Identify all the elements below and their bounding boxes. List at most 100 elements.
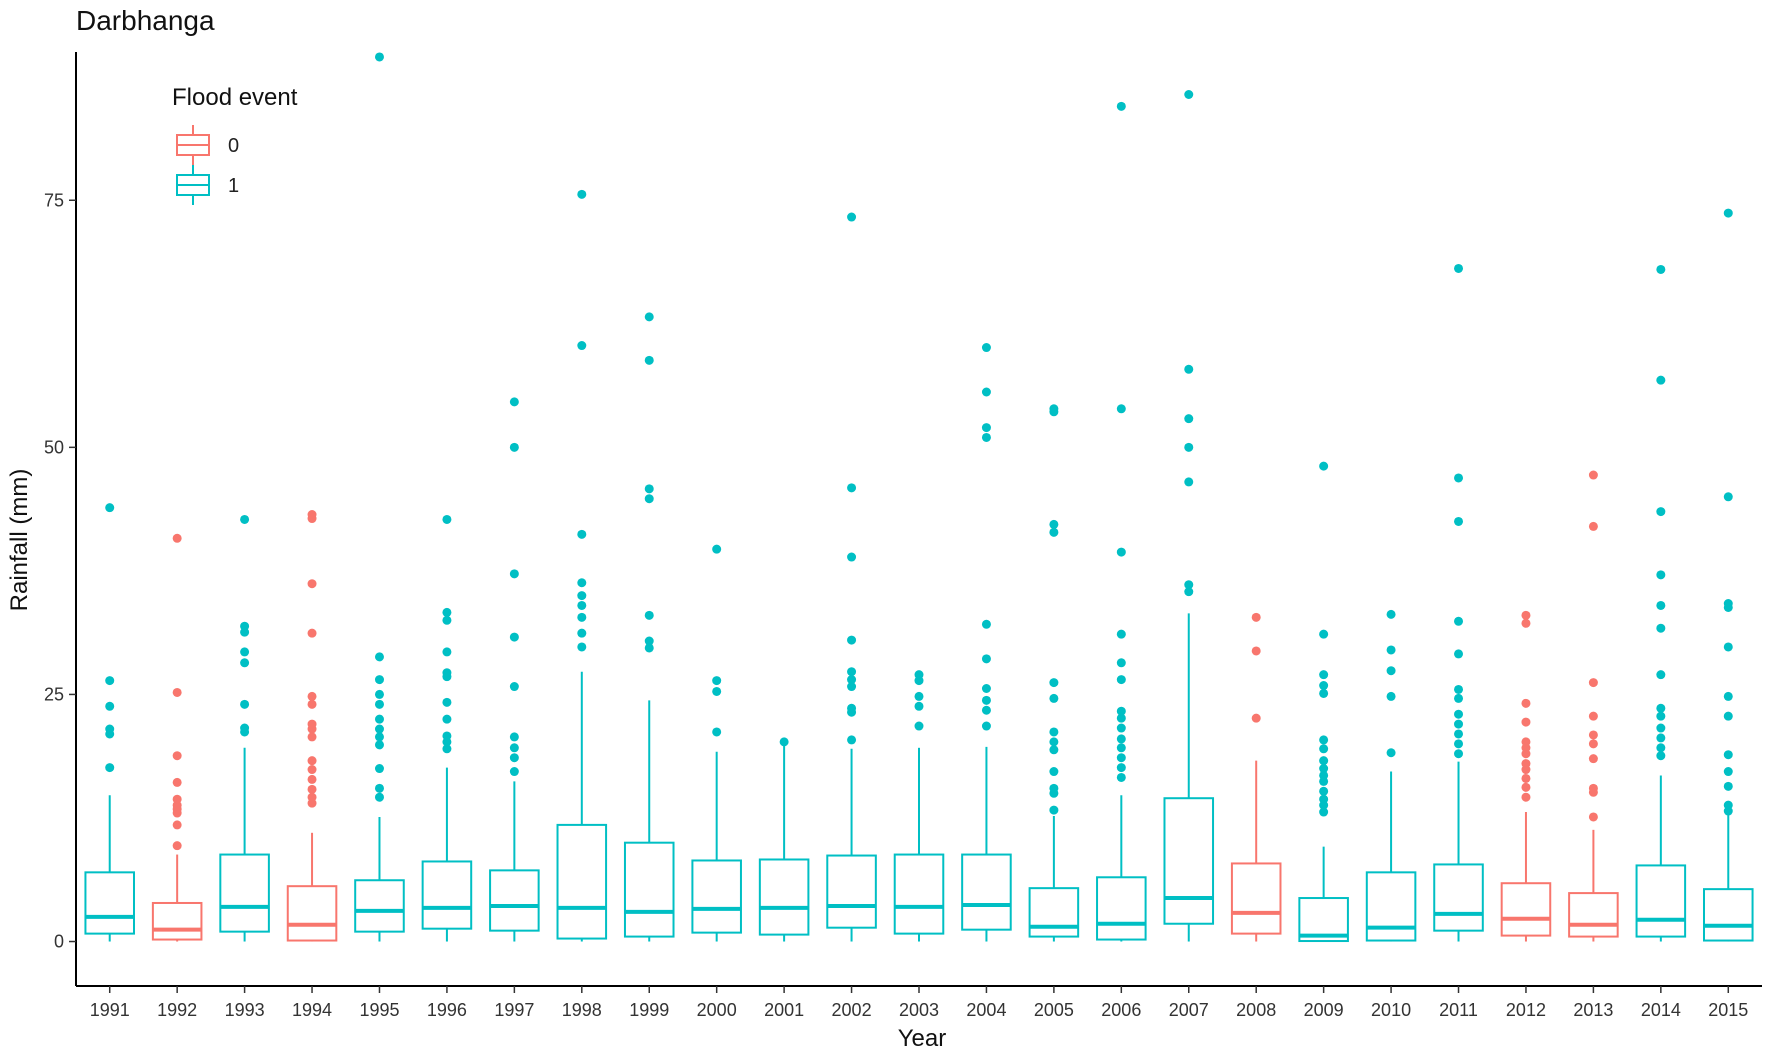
outlier-point — [442, 731, 452, 741]
outlier-point — [1116, 101, 1126, 111]
outlier-point — [1319, 688, 1329, 698]
box-2009 — [1298, 461, 1349, 943]
outlier-point — [712, 727, 722, 737]
box-2006 — [1096, 101, 1147, 942]
outlier-point — [981, 343, 991, 353]
x-tick-label: 1992 — [157, 1000, 197, 1020]
outlier-point — [105, 701, 115, 711]
x-tick-label: 2005 — [1034, 1000, 1074, 1020]
outlier-point — [1184, 414, 1194, 424]
outlier-point — [1049, 519, 1059, 529]
box-iqr — [286, 885, 338, 942]
outlier-point — [1116, 547, 1126, 557]
x-tick-label: 2013 — [1573, 1000, 1613, 1020]
outlier-point — [240, 514, 250, 524]
outlier-point — [1116, 713, 1126, 723]
outlier-point — [1723, 711, 1733, 721]
outlier-point — [1454, 649, 1464, 659]
outlier-point — [1049, 737, 1059, 747]
outlier-point — [1723, 642, 1733, 652]
outlier-point — [172, 533, 182, 543]
outlier-point — [307, 691, 317, 701]
box-2004 — [961, 343, 1012, 942]
box-iqr — [1635, 864, 1687, 938]
outlier-point — [914, 701, 924, 711]
outlier-point — [1656, 570, 1666, 580]
box-iqr — [354, 879, 405, 933]
outlier-point — [1588, 812, 1598, 822]
outlier-point — [1049, 767, 1059, 777]
outlier-point — [307, 765, 317, 775]
outlier-point — [1184, 587, 1194, 597]
y-tick-label: 75 — [44, 190, 64, 210]
outlier-point — [1386, 691, 1396, 701]
outlier-point — [509, 732, 519, 742]
x-tick-label: 2012 — [1506, 1000, 1546, 1020]
outlier-point — [779, 737, 789, 747]
outlier-point — [1588, 739, 1598, 749]
outlier-point — [374, 792, 384, 802]
box-iqr — [893, 853, 945, 935]
plot-area: 0 25 50 75 1991 1992 1993 1994 1995 1996 1997 1998… — [44, 52, 1762, 1020]
box-1999 — [623, 312, 675, 942]
outlier-point — [1656, 723, 1666, 733]
outlier-point — [1184, 442, 1194, 452]
outlier-point — [981, 705, 991, 715]
box-iqr — [1568, 892, 1619, 938]
outlier-point — [1116, 404, 1126, 414]
outlier-point — [1588, 754, 1598, 764]
outlier-point — [1588, 783, 1598, 793]
outlier-point — [981, 721, 991, 731]
outlier-point — [1656, 507, 1666, 517]
box-1992 — [151, 533, 203, 942]
outlier-point — [307, 699, 317, 709]
outlier-point — [1656, 743, 1666, 753]
outlier-point — [307, 719, 317, 729]
outlier-point — [914, 721, 924, 731]
outlier-point — [1723, 208, 1733, 218]
outlier-point — [1656, 733, 1666, 743]
box-2010 — [1365, 609, 1417, 942]
outlier-point — [1521, 618, 1531, 628]
boxes-layer — [84, 52, 1754, 943]
x-tick-label: 2008 — [1236, 1000, 1276, 1020]
outlier-point — [1319, 744, 1329, 754]
outlier-point — [847, 552, 857, 562]
outlier-point — [307, 579, 317, 589]
outlier-point — [1116, 763, 1126, 773]
x-tick-label: 1996 — [427, 1000, 467, 1020]
outlier-point — [307, 510, 317, 520]
outlier-point — [1184, 364, 1194, 374]
outlier-point — [1454, 709, 1464, 719]
outlier-point — [712, 686, 722, 696]
outlier-point — [1049, 783, 1059, 793]
outlier-point — [1319, 794, 1329, 804]
outlier-point — [1319, 461, 1329, 471]
outlier-point — [847, 735, 857, 745]
outlier-point — [644, 643, 654, 653]
outlier-point — [509, 767, 519, 777]
outlier-point — [1454, 473, 1464, 483]
outlier-point — [442, 668, 452, 678]
outlier-point — [172, 751, 182, 761]
outlier-point — [1521, 782, 1531, 792]
outlier-point — [577, 612, 587, 622]
box-2005 — [1028, 404, 1080, 942]
outlier-point — [442, 615, 452, 625]
outlier-point — [1319, 681, 1329, 691]
y-tick-label: 0 — [54, 932, 64, 952]
outlier-point — [1049, 805, 1059, 815]
x-tick-label: 2004 — [966, 1000, 1006, 1020]
box-iqr — [758, 858, 810, 936]
outlier-point — [1656, 751, 1666, 761]
outlier-point — [981, 432, 991, 442]
outlier-point — [172, 777, 182, 787]
x-tick-label: 2007 — [1169, 1000, 1209, 1020]
outlier-point — [1319, 764, 1329, 774]
outlier-point — [1521, 737, 1531, 747]
box-1997 — [489, 397, 540, 942]
outlier-point — [644, 494, 654, 504]
box-2003 — [893, 670, 945, 942]
outlier-point — [1319, 770, 1329, 780]
x-tick-label: 2014 — [1641, 1000, 1681, 1020]
